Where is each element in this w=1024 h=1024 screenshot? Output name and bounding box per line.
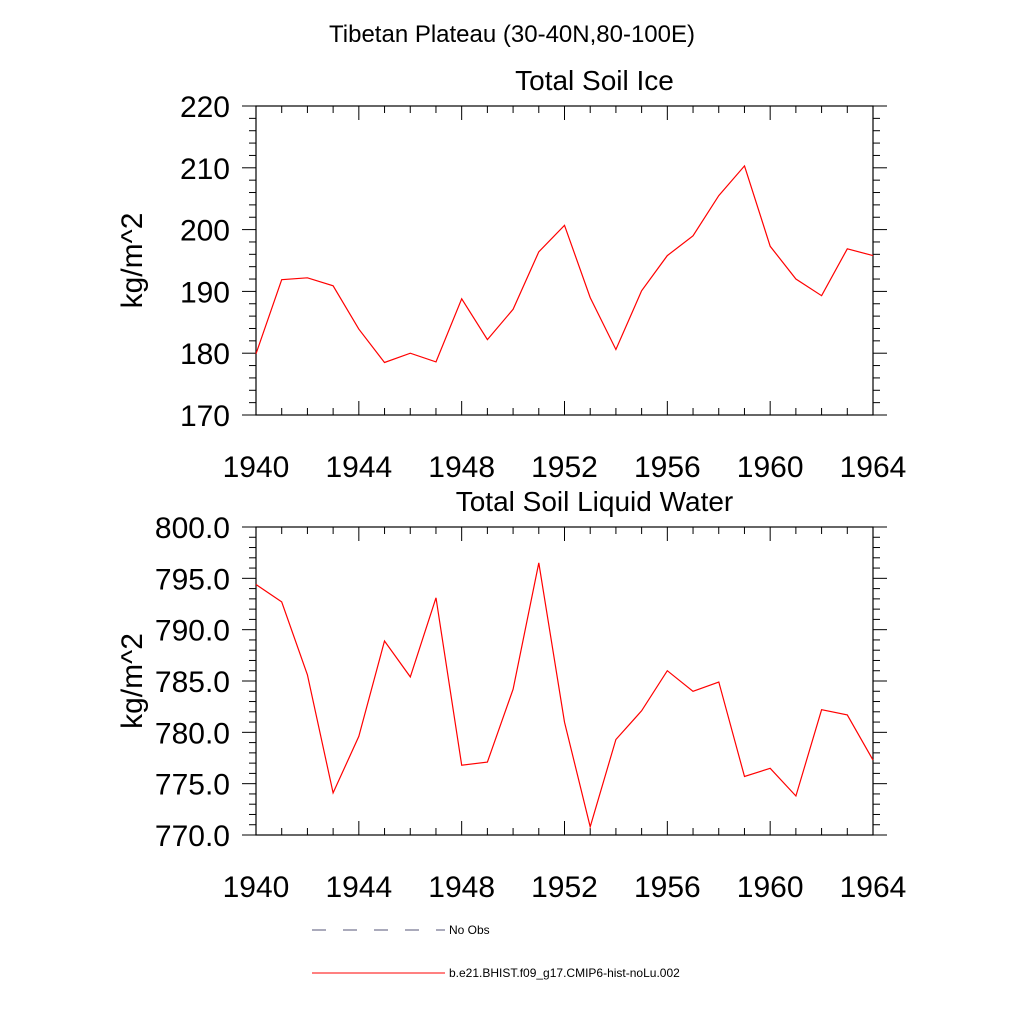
x-tick-label: 1960 — [737, 871, 804, 904]
y-tick-label: 170 — [180, 400, 230, 433]
legend-label: No Obs — [449, 923, 490, 937]
y-tick-label: 220 — [180, 91, 230, 124]
x-tick-label: 1944 — [325, 871, 392, 904]
figure-title: Tibetan Plateau (30-40N,80-100E) — [329, 21, 695, 48]
series-line — [255, 562, 874, 830]
panel-title: Total Soil Ice — [515, 65, 674, 96]
y-tick-label: 770.0 — [155, 820, 230, 853]
legend-item: b.e21.BHIST.f09_g17.CMIP6-hist-noLu.002 — [312, 966, 680, 980]
y-axis-label: kg/m^2 — [116, 633, 149, 729]
x-tick-label: 1964 — [840, 871, 907, 904]
x-tick-label: 1952 — [531, 451, 598, 484]
x-tick-label: 1940 — [223, 871, 290, 904]
panel-1: Total Soil Ice kg/m^2 1940 1944 1948 1952 1956… — [116, 65, 906, 484]
legend-label: b.e21.BHIST.f09_g17.CMIP6-hist-noLu.002 — [449, 966, 680, 980]
y-axis-label: kg/m^2 — [116, 213, 149, 309]
y-tick-label: 795.0 — [155, 563, 230, 596]
plot-frame — [255, 526, 874, 836]
y-tick-label: 775.0 — [155, 769, 230, 802]
y-tick-label: 800.0 — [155, 512, 230, 545]
x-tick-label: 1948 — [428, 451, 495, 484]
x-tick-label: 1944 — [325, 451, 392, 484]
x-tick-label: 1956 — [634, 871, 701, 904]
plot-frame — [255, 105, 874, 416]
x-tick-label: 1948 — [428, 871, 495, 904]
x-ticks: 1940 1944 1948 1952 1956 1960 1964 — [223, 527, 907, 904]
x-tick-label: 1960 — [737, 451, 804, 484]
legend-item: No Obs — [312, 923, 490, 937]
y-ticks: 170 180 190 200 210 220 — [180, 91, 887, 433]
y-tick-label: 180 — [180, 338, 230, 371]
panel-title: Total Soil Liquid Water — [456, 486, 734, 517]
x-tick-label: 1952 — [531, 871, 598, 904]
x-tick-label: 1964 — [840, 451, 907, 484]
y-tick-label: 190 — [180, 276, 230, 309]
x-tick-label: 1940 — [223, 451, 290, 484]
x-tick-label: 1956 — [634, 451, 701, 484]
y-tick-label: 780.0 — [155, 717, 230, 750]
y-tick-label: 200 — [180, 215, 230, 248]
x-ticks: 1940 1944 1948 1952 1956 1960 1964 — [223, 106, 907, 484]
legend: No Obs b.e21.BHIST.f09_g17.CMIP6-hist-noL… — [312, 923, 680, 980]
chart-panels: Total Soil Ice kg/m^2 1940 1944 1948 1952 1956… — [116, 65, 906, 904]
y-tick-label: 790.0 — [155, 615, 230, 648]
series-line — [255, 164, 874, 364]
y-tick-label: 210 — [180, 153, 230, 186]
y-ticks: 770.0 775.0 780.0 785.0 790.0 795.0 800.0 — [155, 512, 887, 853]
y-tick-label: 785.0 — [155, 666, 230, 699]
